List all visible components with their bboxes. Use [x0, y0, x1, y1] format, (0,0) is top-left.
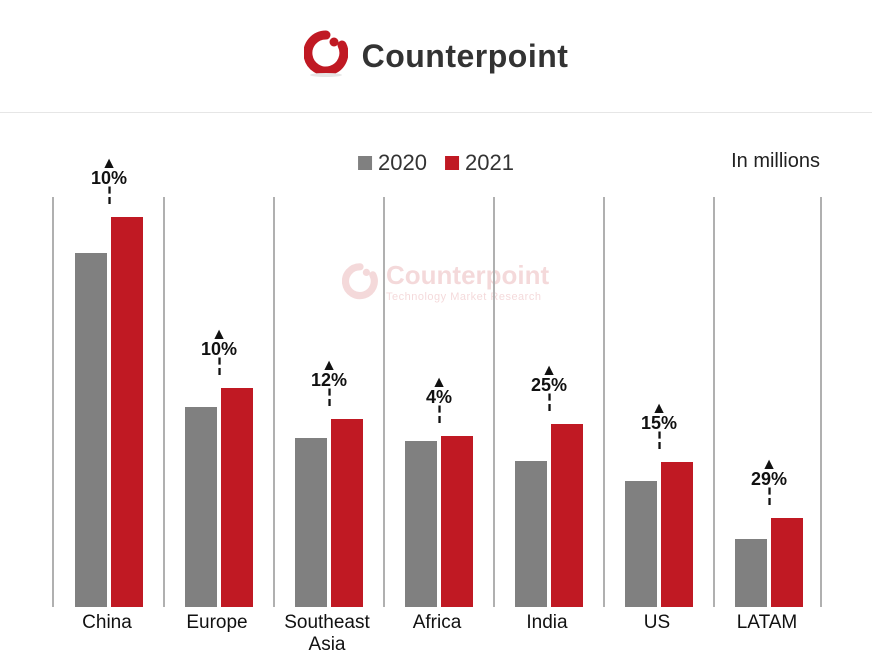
dash-icon: ¦ [751, 490, 787, 500]
bar-2021 [111, 217, 143, 607]
arrow-up-icon: ▲ [311, 362, 347, 370]
growth-label: ▲29%¦ [751, 461, 787, 500]
bar-2020 [75, 253, 107, 607]
bar-2021 [331, 419, 363, 607]
legend-item-2021: 2021 [445, 150, 514, 176]
growth-label: ▲25%¦ [531, 367, 567, 406]
x-label: Europe [162, 612, 272, 634]
x-label: Africa [382, 612, 492, 634]
bar-2020 [625, 481, 657, 607]
brand-logo: Counterpoint [304, 29, 569, 84]
bar-2021 [221, 388, 253, 607]
arrow-up-icon: ▲ [201, 331, 237, 339]
x-label: SoutheastAsia [272, 612, 382, 656]
arrow-up-icon: ▲ [531, 367, 567, 375]
bar-group: ▲10%¦ [164, 197, 274, 607]
bar-2021 [771, 518, 803, 607]
dash-icon: ¦ [201, 360, 237, 370]
bar-2021 [441, 436, 473, 607]
swatch-2020 [358, 156, 372, 170]
bar-group: ▲12%¦ [274, 197, 384, 607]
dash-icon: ¦ [641, 434, 677, 444]
bar-2021 [661, 462, 693, 607]
bars [75, 217, 143, 607]
arrow-up-icon: ▲ [641, 405, 677, 413]
legend-row: 2020 2021 In millions [0, 150, 872, 182]
growth-label: ▲10%¦ [201, 331, 237, 370]
growth-label: ▲10%¦ [91, 160, 127, 199]
x-label: US [602, 612, 712, 634]
arrow-up-icon: ▲ [426, 379, 452, 387]
units-label: In millions [731, 150, 820, 173]
dash-icon: ¦ [426, 408, 452, 418]
bars [405, 436, 473, 607]
x-label: India [492, 612, 602, 634]
chart-plot: ▲10%¦ ▲10%¦ ▲12%¦ ▲4%¦ ▲25%¦ ▲15%¦ ▲29%¦ [52, 197, 822, 607]
bar-group: ▲4%¦ [384, 197, 494, 607]
growth-label: ▲15%¦ [641, 405, 677, 444]
growth-label: ▲4%¦ [426, 379, 452, 418]
bar-group: ▲15%¦ [604, 197, 714, 607]
bar-group: ▲10%¦ [54, 197, 164, 607]
brand-name: Counterpoint [362, 38, 569, 75]
dash-icon: ¦ [311, 391, 347, 401]
growth-label: ▲12%¦ [311, 362, 347, 401]
bar-2020 [295, 438, 327, 607]
bars [515, 424, 583, 607]
bars [295, 419, 363, 607]
bars [185, 388, 253, 607]
dash-icon: ¦ [91, 189, 127, 199]
legend-label-2020: 2020 [378, 150, 427, 176]
bar-2020 [185, 407, 217, 607]
page: Counterpoint 2020 2021 In millions Count… [0, 0, 872, 663]
x-label: LATAM [712, 612, 822, 634]
bar-2020 [405, 441, 437, 607]
counterpoint-icon [304, 29, 348, 84]
bar-group: ▲29%¦ [714, 197, 824, 607]
legend-label-2021: 2021 [465, 150, 514, 176]
header: Counterpoint [0, 0, 872, 113]
arrow-up-icon: ▲ [751, 461, 787, 469]
bar-group: ▲25%¦ [494, 197, 604, 607]
x-axis-labels: ChinaEuropeSoutheastAsiaAfricaIndiaUSLAT… [52, 612, 822, 652]
bars [625, 462, 693, 607]
bar-2020 [515, 461, 547, 607]
bar-2021 [551, 424, 583, 607]
arrow-up-icon: ▲ [91, 160, 127, 168]
chart-legend: 2020 2021 [358, 150, 514, 176]
bar-2020 [735, 539, 767, 608]
x-label: China [52, 612, 162, 634]
legend-item-2020: 2020 [358, 150, 427, 176]
dash-icon: ¦ [531, 396, 567, 406]
swatch-2021 [445, 156, 459, 170]
bars [735, 518, 803, 607]
